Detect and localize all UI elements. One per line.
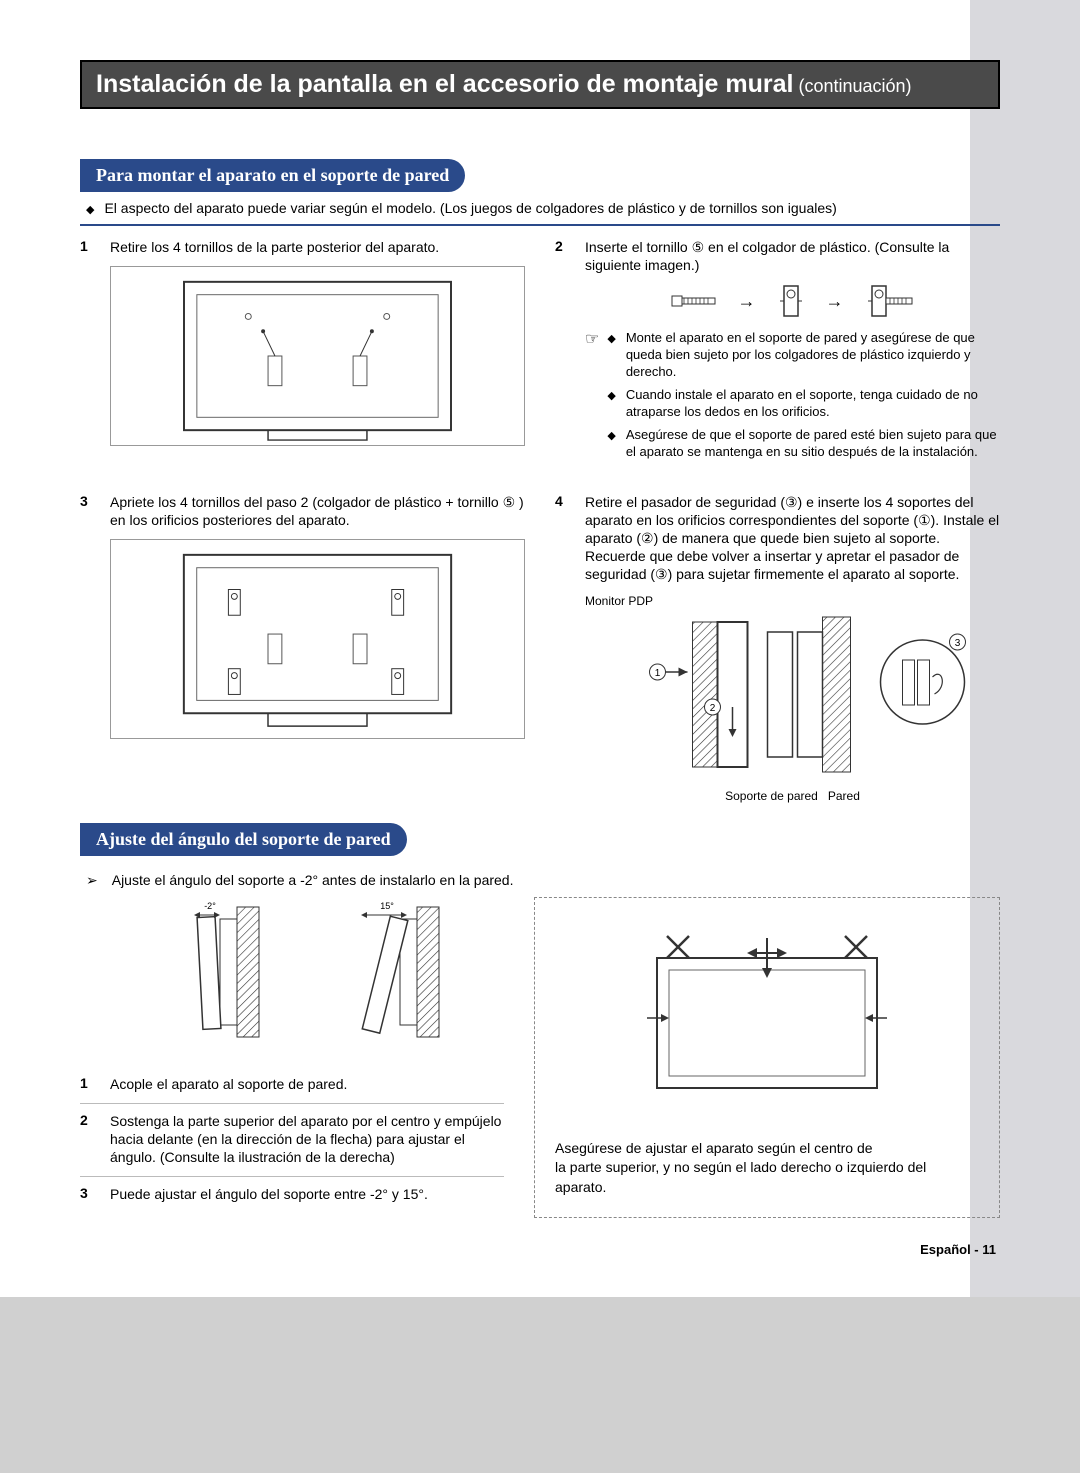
section-mount: Para montar el aparato en el soporte de … (80, 159, 1000, 803)
info-line-1: Asegúrese de ajustar el aparato según el… (555, 1139, 979, 1159)
sub-right: Pared (828, 789, 860, 803)
step-1-head: 1 Retire los 4 tornillos de la parte pos… (80, 238, 525, 256)
angle-label-15: 15° (380, 901, 394, 911)
step-text: Puede ajustar el ángulo del soporte entr… (110, 1185, 504, 1203)
diamond-icon (607, 427, 615, 444)
note-sub: Cuando instale el aparato en el soporte,… (607, 387, 1000, 421)
hanger-assembled-icon (862, 284, 916, 318)
svg-text:2: 2 (710, 703, 716, 714)
info-box: Asegúrese de ajustar el aparato según el… (534, 897, 1000, 1219)
note-item: ☞ Monte el aparato en el soporte de pare… (585, 330, 1000, 466)
intro-row-2: ➢ Ajuste el ángulo del soporte a -2° ant… (86, 872, 1000, 889)
hand-icon: ☞ (585, 330, 599, 351)
divider (80, 224, 1000, 226)
figure-tv-back-2 (110, 539, 525, 739)
step-text: Apriete los 4 tornillos del paso 2 (colg… (110, 493, 525, 529)
page-title-box: Instalación de la pantalla en el accesor… (80, 60, 1000, 109)
step-text: Inserte el tornillo ⑤ en el colgador de … (585, 238, 1000, 274)
step-num: 2 (80, 1112, 110, 1128)
angle-diagrams: -2° 15° (110, 897, 504, 1047)
arrow-icon (826, 291, 844, 312)
page-footer: Español - 11 (80, 1242, 1000, 1257)
step-num: 3 (80, 493, 110, 509)
note-wrap: Monte el aparato en el soporte de pared … (607, 330, 1000, 466)
tv-back-illustration-2 (111, 540, 524, 738)
diamond-icon (86, 200, 94, 216)
figure-wall-mount: 1 2 3 Soporte de pared Par (585, 612, 1000, 803)
info-line-2: la parte superior, y no según el lado de… (555, 1158, 979, 1197)
sub-left: Soporte de pared (725, 789, 818, 803)
step-3-head: 3 Apriete los 4 tornillos del paso 2 (co… (80, 493, 525, 529)
page-title-main: Instalación de la pantalla en el accesor… (96, 70, 793, 98)
wall-mount-illustration: 1 2 3 (585, 612, 1000, 782)
angle-15-figure: 15° (322, 897, 452, 1047)
pdp-label: Monitor PDP (585, 594, 1000, 608)
intro-row-1: El aspecto del aparato puede variar segú… (80, 200, 1000, 216)
note-text: Cuando instale el aparato en el soporte,… (626, 387, 1000, 421)
step-text: Sostenga la parte superior del aparato p… (110, 1112, 504, 1167)
pointer-icon: ➢ (86, 872, 98, 889)
pdp-sublabels: Soporte de pared Pared (585, 789, 1000, 803)
svg-text:1: 1 (655, 668, 661, 679)
step-2-head: 2 Inserte el tornillo ⑤ en el colgador d… (555, 238, 1000, 274)
step-4-col: 4 Retire el pasador de seguridad (③) e i… (555, 493, 1000, 803)
angle-figures-row: -2° 15° (80, 897, 1000, 1219)
step-1-col: 1 Retire los 4 tornillos de la parte pos… (80, 238, 525, 473)
step-text: Acople el aparato al soporte de pared. (110, 1075, 504, 1093)
hanger-icon (774, 284, 808, 318)
step-text: Retire los 4 tornillos de la parte poste… (110, 238, 525, 256)
note-text: Asegúrese de que el soporte de pared est… (626, 427, 1000, 461)
angle-step-1: 1 Acople el aparato al soporte de pared. (80, 1067, 504, 1093)
step-num: 1 (80, 238, 110, 254)
note-text: Monte el aparato en el soporte de pared … (626, 330, 1000, 381)
intro-text-2: Ajuste el ángulo del soporte a -2° antes… (112, 872, 514, 888)
step-3-col: 3 Apriete los 4 tornillos del paso 2 (co… (80, 493, 525, 803)
arrow-icon (738, 291, 756, 312)
svg-text:3: 3 (955, 638, 961, 649)
note-sub: Asegúrese de que el soporte de pared est… (607, 427, 1000, 461)
page: Instalación de la pantalla en el accesor… (0, 0, 1080, 1297)
diamond-icon (607, 387, 615, 404)
section-header-mount: Para montar el aparato en el soporte de … (80, 159, 465, 192)
section-header-angle: Ajuste del ángulo del soporte de pared (80, 823, 407, 856)
section-angle: Ajuste del ángulo del soporte de pared ➢… (80, 823, 1000, 1219)
screw-assembly-figure (585, 284, 1000, 318)
angle-neg2-figure: -2° (162, 897, 272, 1047)
step-2-col: 2 Inserte el tornillo ⑤ en el colgador d… (555, 238, 1000, 473)
center-adjust-figure (555, 918, 979, 1118)
angle-label-neg2: -2° (204, 901, 216, 911)
content-area: Instalación de la pantalla en el accesor… (80, 60, 1000, 1257)
screw-icon (670, 286, 720, 316)
step-num: 2 (555, 238, 585, 254)
angle-step-3: 3 Puede ajustar el ángulo del soporte en… (80, 1176, 504, 1203)
step-num: 1 (80, 1075, 110, 1091)
step-num: 3 (80, 1185, 110, 1201)
angle-left-col: -2° 15° (80, 897, 504, 1219)
figure-tv-back-1 (110, 266, 525, 446)
page-title-cont: (continuación) (793, 76, 911, 96)
angle-steps-list: 1 Acople el aparato al soporte de pared.… (80, 1067, 504, 1204)
angle-step-2: 2 Sostenga la parte superior del aparato… (80, 1103, 504, 1167)
intro-text-1: El aspecto del aparato puede variar segú… (104, 200, 836, 216)
note-sub: Monte el aparato en el soporte de pared … (607, 330, 1000, 381)
step-text: Retire el pasador de seguridad (③) e ins… (585, 493, 1000, 584)
step-num: 4 (555, 493, 585, 509)
steps-row-2: 3 Apriete los 4 tornillos del paso 2 (co… (80, 493, 1000, 803)
tv-back-illustration (111, 267, 524, 445)
steps-row-1: 1 Retire los 4 tornillos de la parte pos… (80, 238, 1000, 473)
diamond-icon (607, 330, 615, 347)
info-box-text: Asegúrese de ajustar el aparato según el… (555, 1139, 979, 1198)
step-4-head: 4 Retire el pasador de seguridad (③) e i… (555, 493, 1000, 584)
notes-list: ☞ Monte el aparato en el soporte de pare… (585, 330, 1000, 466)
